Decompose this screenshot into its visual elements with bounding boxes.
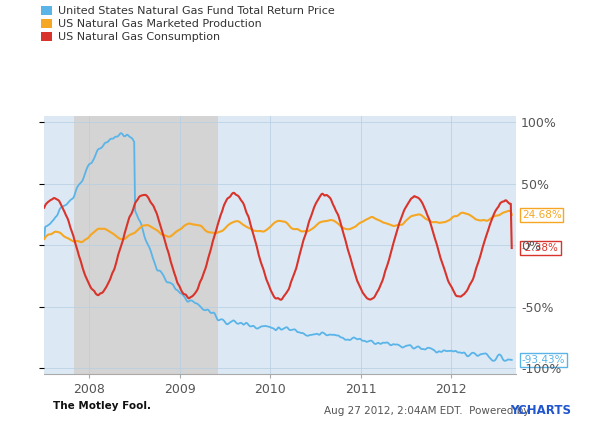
Text: 24.68%: 24.68% (522, 210, 562, 220)
Text: -93.43%: -93.43% (522, 355, 565, 365)
Text: -2.38%: -2.38% (522, 243, 559, 253)
Text: Aug 27 2012, 2:04AM EDT.  Powered by: Aug 27 2012, 2:04AM EDT. Powered by (324, 405, 533, 416)
Text: YCHARTS: YCHARTS (510, 404, 571, 417)
Bar (74, 116, 218, 374)
Text: The Motley Fool.: The Motley Fool. (53, 401, 151, 411)
Legend: United States Natural Gas Fund Total Return Price, US Natural Gas Marketed Produ: United States Natural Gas Fund Total Ret… (41, 6, 335, 43)
